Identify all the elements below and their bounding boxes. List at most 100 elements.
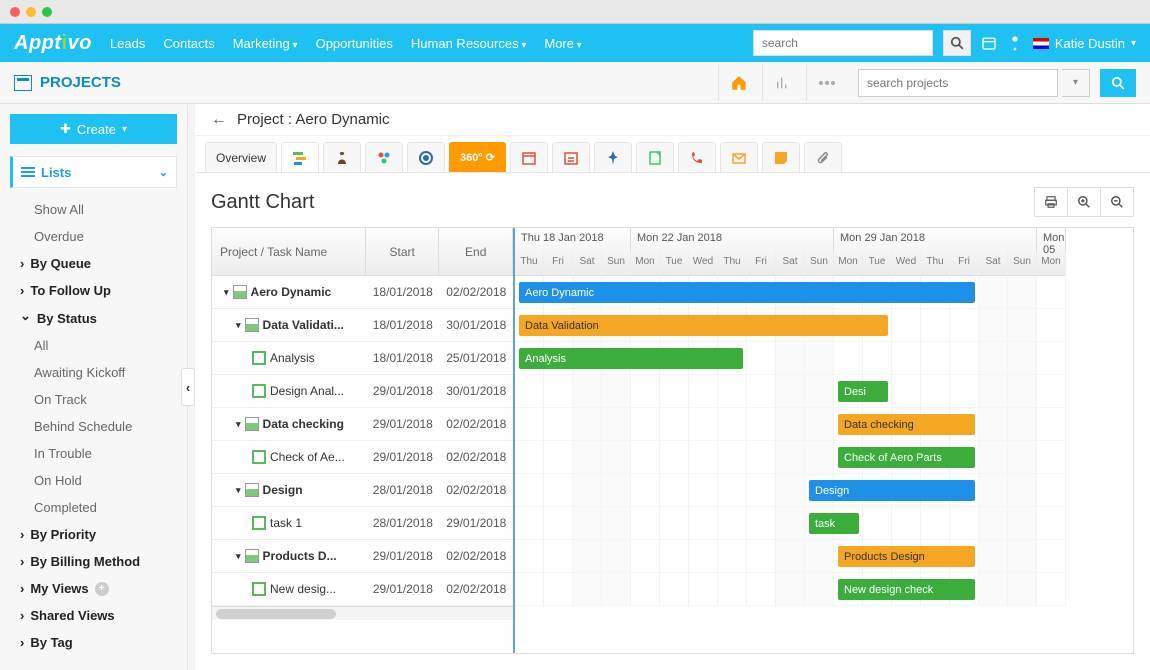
tab-email[interactable]: [720, 142, 758, 172]
tab-attach[interactable]: [804, 142, 842, 172]
sidebar-item-behind-schedule[interactable]: Behind Schedule: [20, 413, 173, 440]
gantt-bar[interactable]: task: [809, 513, 859, 534]
gantt-timeline[interactable]: Thu 18 Jan 2018Mon 22 Jan 2018Mon 29 Jan…: [515, 228, 1133, 653]
expand-icon[interactable]: ▾: [236, 320, 241, 331]
sidebar-item-on-hold[interactable]: On Hold: [20, 467, 173, 494]
gantt-bar[interactable]: Products Design: [838, 546, 975, 567]
nav-item-marketing[interactable]: Marketing: [233, 36, 298, 51]
zoom-out-button[interactable]: [1100, 187, 1134, 217]
nav-item-more[interactable]: More: [544, 36, 581, 51]
task-name-label: Analysis: [270, 351, 315, 365]
calendar-icon[interactable]: [981, 35, 997, 51]
day-header: Sun: [1008, 252, 1037, 276]
sidebar-item-by-tag[interactable]: By Tag: [20, 629, 173, 656]
sidebar-item-by-queue[interactable]: By Queue: [20, 250, 173, 277]
global-search-button[interactable]: [943, 30, 971, 56]
task-name-label: Design Anal...: [270, 384, 344, 398]
expand-icon[interactable]: ▾: [224, 287, 229, 298]
sidebar-item-all[interactable]: All: [20, 332, 173, 359]
tab-overview[interactable]: Overview: [205, 142, 277, 172]
gantt-task-row[interactable]: ▾Data checking29/01/201802/02/2018: [212, 408, 513, 441]
day-header: Thu: [718, 252, 747, 276]
sidebar-item-on-track[interactable]: On Track: [20, 386, 173, 413]
user-menu[interactable]: Katie Dustin ▾: [1033, 36, 1136, 51]
tab-gantt[interactable]: [281, 142, 319, 172]
gantt-bar[interactable]: Data Validation: [519, 315, 888, 336]
breadcrumb-row: ← Project : Aero Dynamic: [195, 104, 1150, 136]
sidebar-item-by-priority[interactable]: By Priority: [20, 521, 173, 548]
sidebar-collapse-handle[interactable]: ‹: [181, 368, 195, 406]
gantt-bar[interactable]: Data checking: [838, 414, 975, 435]
task-end-date: 02/02/2018: [440, 450, 513, 464]
nav-item-leads[interactable]: Leads: [110, 36, 145, 51]
gantt-bar[interactable]: New design check: [838, 579, 975, 600]
create-button[interactable]: ✚ Create ▾: [10, 114, 177, 144]
task-start-date: 29/01/2018: [366, 549, 439, 563]
tab-budget[interactable]: [323, 142, 361, 172]
plus-icon[interactable]: +: [95, 582, 109, 596]
chrome-close-icon[interactable]: [10, 7, 20, 17]
reports-button[interactable]: [762, 65, 802, 101]
sidebar-item-completed[interactable]: Completed: [20, 494, 173, 521]
project-search-button[interactable]: [1100, 69, 1136, 97]
tab-calls[interactable]: [678, 142, 716, 172]
sidebar-item-label: On Track: [34, 392, 87, 407]
sidebar-item-show-all[interactable]: Show All: [20, 196, 173, 223]
lists-header[interactable]: Lists ⌄: [10, 156, 177, 188]
sidebar-item-label: Completed: [34, 500, 97, 515]
nav-item-opportunities[interactable]: Opportunities: [316, 36, 393, 51]
sidebar-item-by-status[interactable]: By Status: [20, 304, 173, 332]
tab-sticky[interactable]: [762, 142, 800, 172]
chrome-max-icon[interactable]: [42, 7, 52, 17]
print-button[interactable]: [1034, 187, 1068, 217]
chrome-min-icon[interactable]: [26, 7, 36, 17]
expand-icon[interactable]: ▾: [236, 485, 241, 496]
nav-item-contacts[interactable]: Contacts: [163, 36, 214, 51]
nav-item-human-resources[interactable]: Human Resources: [411, 36, 526, 51]
gantt-bar[interactable]: Analysis: [519, 348, 743, 369]
sidebar-item-shared-views[interactable]: Shared Views: [20, 602, 173, 629]
gantt-bar[interactable]: Aero Dynamic: [519, 282, 975, 303]
gantt-task-row[interactable]: Design Anal...29/01/201830/01/2018: [212, 375, 513, 408]
sidebar-item-label: In Trouble: [34, 446, 92, 461]
gantt-task-row[interactable]: Check of Ae...29/01/201802/02/2018: [212, 441, 513, 474]
gantt-task-row[interactable]: ▾Data Validati...18/01/201830/01/2018: [212, 309, 513, 342]
gantt-task-row[interactable]: ▾Design28/01/201802/02/2018: [212, 474, 513, 507]
expand-icon[interactable]: ▾: [236, 419, 241, 430]
sidebar-item-my-views[interactable]: My Views+: [20, 575, 173, 602]
section-title: Gantt Chart: [211, 191, 314, 214]
gantt-bar[interactable]: Check of Aero Parts: [838, 447, 975, 468]
project-search-input[interactable]: [858, 69, 1058, 97]
sidebar-item-to-follow-up[interactable]: To Follow Up: [20, 277, 173, 304]
gantt-task-row[interactable]: ▾Aero Dynamic18/01/201802/02/2018: [212, 276, 513, 309]
gantt-task-row[interactable]: Analysis18/01/201825/01/2018: [212, 342, 513, 375]
tab-360[interactable]: 360°⟳: [449, 142, 506, 172]
tab-pin[interactable]: [594, 142, 632, 172]
zoom-in-button[interactable]: [1067, 187, 1101, 217]
tab-notes[interactable]: [636, 142, 674, 172]
expand-icon[interactable]: ▾: [236, 551, 241, 562]
gantt-bar-row: Products Design: [515, 540, 1066, 573]
project-search-dropdown[interactable]: ▾: [1062, 69, 1090, 97]
gantt-task-row[interactable]: task 128/01/201829/01/2018: [212, 507, 513, 540]
back-button[interactable]: ←: [211, 111, 227, 129]
sidebar-item-awaiting-kickoff[interactable]: Awaiting Kickoff: [20, 359, 173, 386]
tab-team[interactable]: [365, 142, 403, 172]
sidebar-item-overdue[interactable]: Overdue: [20, 223, 173, 250]
task-start-date: 29/01/2018: [366, 450, 439, 464]
more-button[interactable]: [806, 65, 846, 101]
global-search-input[interactable]: [753, 30, 933, 56]
sidebar-item-in-trouble[interactable]: In Trouble: [20, 440, 173, 467]
gantt-task-row[interactable]: ▾Products D...29/01/201802/02/2018: [212, 540, 513, 573]
gantt-left-scrollbar[interactable]: [212, 606, 513, 620]
gantt-task-row[interactable]: New desig...29/01/201802/02/2018: [212, 573, 513, 606]
gantt-bar[interactable]: Desi: [838, 381, 888, 402]
notifications-icon[interactable]: [1007, 35, 1023, 51]
sidebar-item-by-billing-method[interactable]: By Billing Method: [20, 548, 173, 575]
gantt-bar[interactable]: Design: [809, 480, 975, 501]
create-label: Create: [77, 122, 116, 137]
tab-calendar[interactable]: [510, 142, 548, 172]
home-button[interactable]: [718, 65, 758, 101]
tab-schedule[interactable]: [552, 142, 590, 172]
tab-target[interactable]: [407, 142, 445, 172]
